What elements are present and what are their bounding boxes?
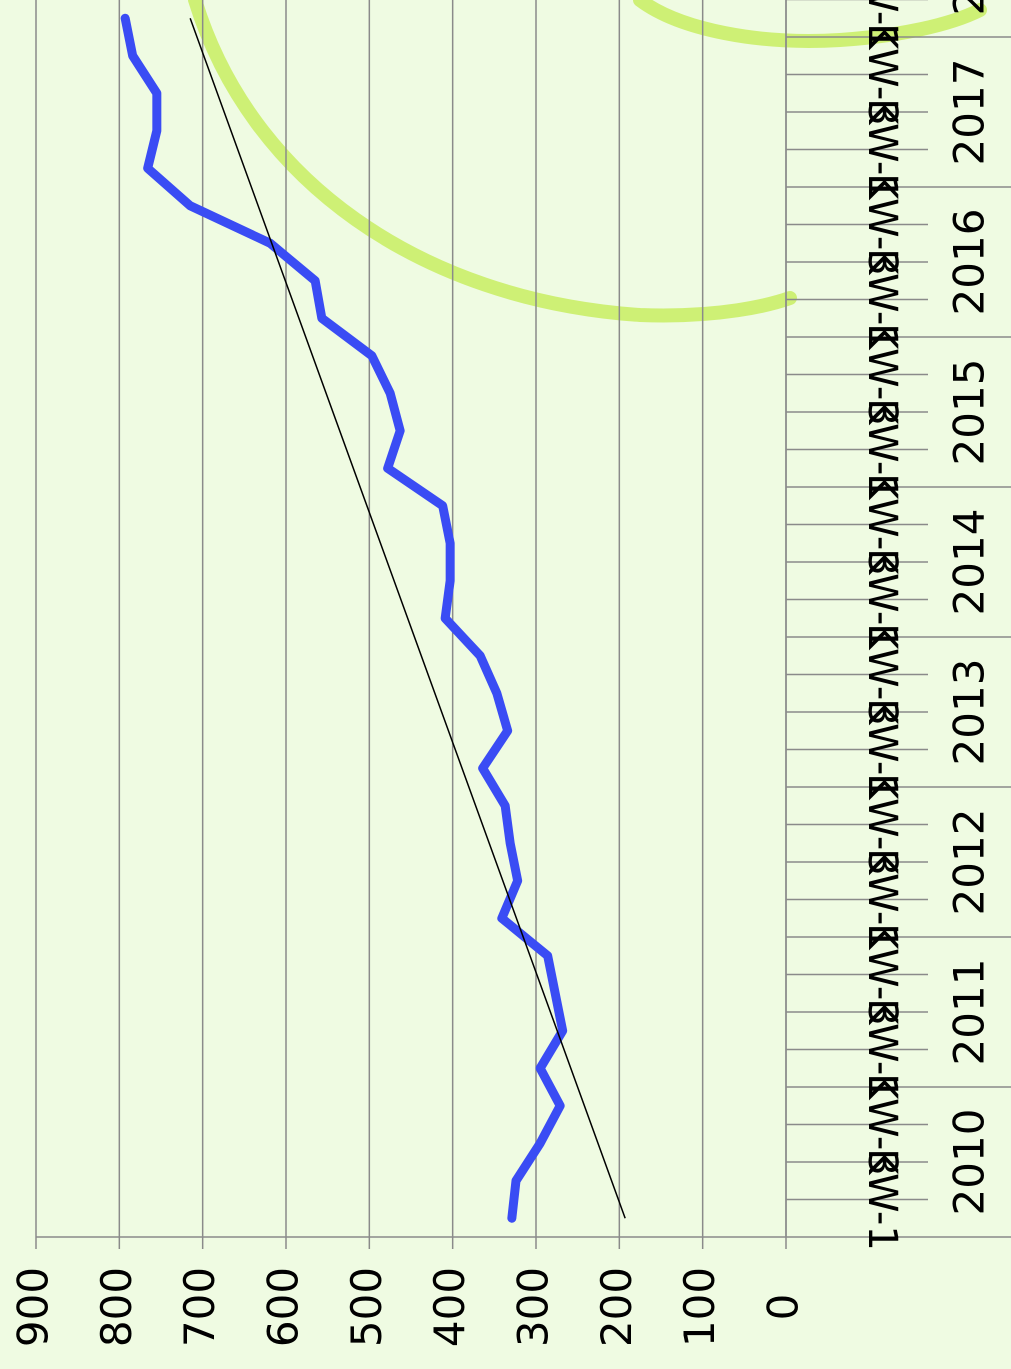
group-label: 2016 [945, 209, 994, 316]
x-tick-label: KW-1 [859, 98, 905, 201]
x-tick-label: KW-1 [859, 848, 905, 951]
x-tick-label: KW-1 [859, 398, 905, 501]
x-tick-label: KW-1 [859, 548, 905, 651]
y-tick-label: 700 [175, 1267, 224, 1347]
x-tick-label: KW-3 [859, 173, 905, 276]
y-tick-label: 900 [9, 1267, 58, 1347]
y-tick-label: 300 [509, 1267, 558, 1347]
y-tick-label: 400 [425, 1267, 474, 1347]
data-line [120, 13, 568, 1223]
x-tick-label: KW-3 [859, 773, 905, 876]
y-tick-label: 0 [759, 1294, 808, 1321]
group-label: 2012 [945, 809, 994, 916]
decoration [188, 0, 987, 323]
y-tick-label: 200 [592, 1267, 641, 1347]
group-label: 2015 [945, 359, 994, 466]
x-tick-label: KW-1 [859, 998, 905, 1101]
y-tick-label: 500 [342, 1267, 391, 1347]
x-tick-label: KW-3 [859, 923, 905, 1026]
y-tick-label: 600 [259, 1267, 308, 1347]
group-label: 2017 [945, 59, 994, 166]
trendline [189, 17, 626, 1219]
x-tick-label: KW-1 [859, 248, 905, 351]
group-label: 2011 [945, 959, 994, 1066]
x-tick-label: KW-3 [859, 623, 905, 726]
x-tick-label: KW-1 [859, 0, 905, 51]
group-label: 2013 [945, 659, 994, 766]
x-tick-label: KW-1 [859, 698, 905, 801]
x-tick-label: KW-1 [859, 1148, 905, 1251]
y-tick-label: 800 [92, 1267, 141, 1347]
x-tick-label: KW-3 [859, 23, 905, 126]
group-label: 2010 [945, 1109, 994, 1216]
x-tick-label: KW-3 [859, 323, 905, 426]
group-label: 2018 [945, 0, 994, 15]
x-tick-label: KW-3 [859, 473, 905, 576]
y-tick-label: 100 [675, 1267, 724, 1347]
x-tick-label: KW-3 [859, 1073, 905, 1176]
group-label: 2014 [945, 509, 994, 616]
